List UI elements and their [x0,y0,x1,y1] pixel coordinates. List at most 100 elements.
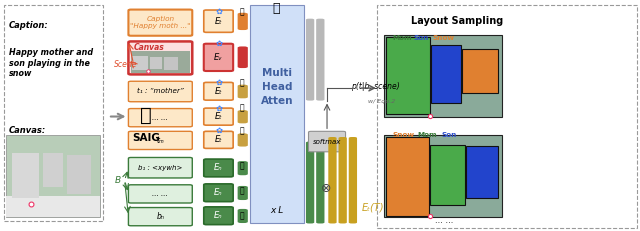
FancyBboxPatch shape [431,45,461,103]
Text: Eᵥ: Eᵥ [214,53,223,62]
FancyBboxPatch shape [250,5,304,223]
Text: p(t|b, scene): p(t|b, scene) [351,82,399,91]
Text: 🔥: 🔥 [240,211,244,220]
Text: Eₙ: Eₙ [214,211,223,220]
FancyBboxPatch shape [129,109,192,127]
Text: Layout Sampling: Layout Sampling [411,16,504,26]
FancyBboxPatch shape [204,207,233,225]
Text: Caption:: Caption: [9,21,49,30]
FancyBboxPatch shape [237,133,248,146]
FancyBboxPatch shape [129,185,192,203]
FancyBboxPatch shape [6,196,100,217]
FancyBboxPatch shape [237,209,248,223]
Text: w/ Equ.2: w/ Equ.2 [368,99,395,104]
Text: Snow: Snow [433,35,454,41]
FancyBboxPatch shape [316,19,324,100]
Text: x L: x L [271,207,284,216]
Text: Happy mother and
son playing in the
snow: Happy mother and son playing in the snow [9,48,93,78]
Text: Snow: Snow [392,132,414,138]
FancyBboxPatch shape [237,46,248,68]
Text: ✿: ✿ [216,7,223,16]
FancyBboxPatch shape [316,142,324,223]
FancyBboxPatch shape [6,135,100,217]
Text: Scene: Scene [115,60,138,69]
Text: 🔥: 🔥 [240,7,244,16]
FancyBboxPatch shape [386,137,429,216]
Text: Mom: Mom [417,132,436,138]
Text: Eₜ(T): Eₜ(T) [362,203,384,213]
Text: 🔥: 🔥 [273,2,280,15]
Text: Canvas:: Canvas: [9,126,46,135]
Text: 🔥: 🔥 [240,78,244,87]
FancyBboxPatch shape [204,131,233,148]
FancyBboxPatch shape [204,108,233,125]
Text: 🔥: 🔥 [240,104,244,112]
FancyBboxPatch shape [339,137,347,223]
Text: ✿: ✿ [216,126,223,135]
FancyBboxPatch shape [237,186,248,200]
FancyBboxPatch shape [204,82,233,100]
FancyBboxPatch shape [204,159,233,177]
Text: Eₜ: Eₜ [214,17,222,26]
FancyBboxPatch shape [237,85,248,98]
Text: B: B [115,176,120,185]
Text: ✿: ✿ [216,104,223,112]
Text: SAIG: SAIG [132,133,160,143]
Text: 🤖: 🤖 [140,106,152,125]
Text: ⊗: ⊗ [321,182,331,195]
FancyBboxPatch shape [462,49,498,93]
FancyBboxPatch shape [384,35,502,116]
Text: 🔥: 🔥 [240,126,244,135]
Text: t₁ : “mother”: t₁ : “mother” [137,88,184,94]
Text: Eₜ: Eₜ [214,135,222,144]
FancyBboxPatch shape [129,9,192,36]
Text: Eₜ: Eₜ [214,87,222,96]
FancyBboxPatch shape [430,145,465,205]
FancyBboxPatch shape [4,5,103,221]
Text: softmax: softmax [313,139,341,145]
FancyBboxPatch shape [237,161,248,175]
Text: Son: Son [442,132,457,138]
FancyBboxPatch shape [349,137,357,223]
Text: tₘ: tₘ [156,136,164,145]
FancyBboxPatch shape [129,41,192,74]
FancyBboxPatch shape [306,142,314,223]
FancyBboxPatch shape [132,56,148,70]
FancyBboxPatch shape [204,184,233,202]
FancyBboxPatch shape [129,207,192,226]
FancyBboxPatch shape [204,44,233,71]
FancyBboxPatch shape [129,81,192,102]
Text: Son: Son [413,35,429,41]
FancyBboxPatch shape [466,146,497,198]
Text: ... ...: ... ... [152,115,168,121]
FancyBboxPatch shape [12,153,39,198]
Text: b₁ : <xywh>: b₁ : <xywh> [138,165,182,171]
Text: 🔥: 🔥 [240,186,244,195]
FancyBboxPatch shape [328,137,337,223]
Text: 🔥: 🔥 [240,161,244,170]
FancyBboxPatch shape [308,131,346,152]
Text: Caption
"Happy moth ...": Caption "Happy moth ..." [130,16,191,29]
Text: Canvas: Canvas [134,43,164,52]
FancyBboxPatch shape [150,57,162,69]
FancyBboxPatch shape [378,5,637,228]
Text: Eₜ: Eₜ [214,112,222,121]
Text: Eₙ: Eₙ [214,188,223,197]
FancyBboxPatch shape [384,135,502,217]
FancyBboxPatch shape [306,19,314,100]
FancyBboxPatch shape [237,110,248,123]
FancyBboxPatch shape [386,37,431,114]
Text: Multi
Head
Atten: Multi Head Atten [260,68,293,106]
FancyBboxPatch shape [164,57,177,70]
Text: ✿: ✿ [216,39,223,48]
FancyBboxPatch shape [43,153,63,187]
Text: Eₙ: Eₙ [214,164,223,173]
Text: ✿: ✿ [216,78,223,87]
FancyBboxPatch shape [67,155,92,194]
FancyBboxPatch shape [237,13,248,30]
Text: Mom: Mom [392,35,412,41]
Text: ... ...: ... ... [152,191,168,197]
FancyBboxPatch shape [129,131,192,149]
Text: bₙ: bₙ [156,212,164,221]
FancyBboxPatch shape [204,10,233,32]
